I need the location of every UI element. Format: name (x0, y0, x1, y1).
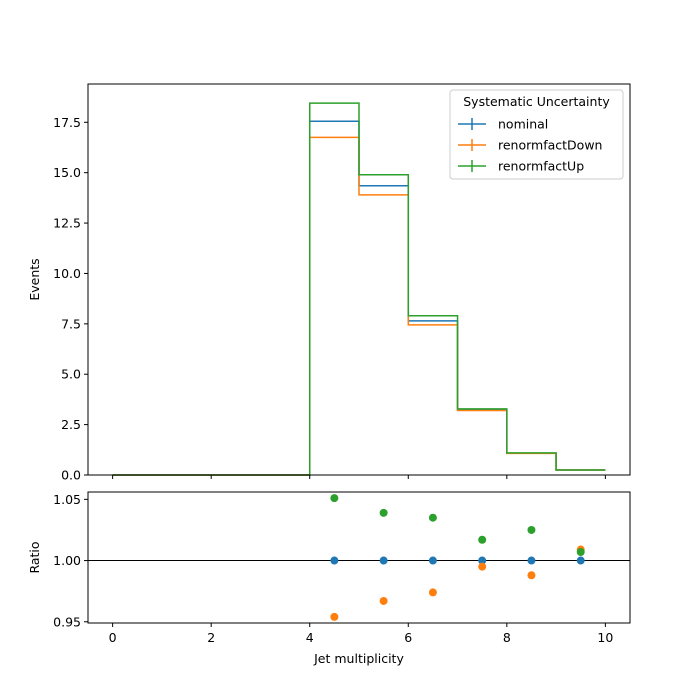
ratio-point-nominal (576, 556, 585, 565)
main-y-axis-label: Events (27, 258, 42, 300)
ratio-point-renormfactUp (527, 525, 536, 534)
main-y-tick-label: 15.0 (53, 165, 81, 180)
ratio-point-renormfactDown (330, 612, 339, 621)
ratio-y-axis-label: Ratio (27, 541, 42, 573)
ratio-y-tick-label: 0.95 (53, 614, 81, 629)
ratio-point-nominal (330, 556, 339, 565)
ratio-y-tick-label: 1.05 (53, 492, 81, 507)
x-axis-label: Jet multiplicity (313, 651, 404, 666)
ratio-plot-frame (87, 491, 631, 624)
ratio-point-nominal (379, 556, 388, 565)
ratio-y-ticks: 0.95 1.00 1.05 (53, 492, 88, 629)
legend-entry-nominal: nominal (458, 117, 548, 132)
ratio-panel: 0.95 1.00 1.05 0 2 4 6 8 10 Ratio Jet multiplic… (27, 491, 631, 666)
main-plot-frame (87, 83, 631, 476)
ratio-point-renormfactDown (428, 588, 437, 597)
legend-entries: nominal renormfactDown renormfactUp (458, 117, 602, 174)
ratio-point-renormfactDown (379, 596, 388, 605)
main-y-ticks: 0.0 2.5 5.0 7.5 10.0 12.5 15.0 17.5 (53, 115, 88, 483)
ratio-x-tick-label: 2 (207, 630, 215, 645)
legend-box (449, 89, 624, 180)
histogram-renormfactDown (112, 136, 606, 476)
ratio-y-tick-label: 1.00 (53, 553, 81, 568)
legend: Systematic Uncertainty nominal renormfact… (449, 89, 624, 180)
ratio-x-tick-label: 6 (404, 630, 412, 645)
ratio-points-group (330, 494, 585, 621)
legend-label-renormfactDown: renormfactDown (498, 138, 602, 153)
legend-entry-renormfactDown: renormfactDown (458, 138, 602, 153)
ratio-point-renormfactUp (330, 494, 339, 503)
legend-label-nominal: nominal (498, 117, 548, 132)
ratio-x-tick-label: 0 (109, 630, 117, 645)
ratio-x-tick-label: 4 (306, 630, 314, 645)
ratio-point-nominal (428, 556, 437, 565)
main-y-tick-label: 0.0 (61, 468, 81, 483)
main-y-tick-label: 17.5 (53, 115, 81, 130)
main-y-tick-label: 12.5 (53, 216, 81, 231)
main-y-tick-label: 10.0 (53, 266, 81, 281)
ratio-point-renormfactDown (527, 571, 536, 580)
ratio-x-ticks: 0 2 4 6 8 10 (109, 623, 613, 645)
ratio-x-tick-label: 10 (597, 630, 613, 645)
legend-entry-renormfactUp: renormfactUp (458, 159, 584, 174)
ratio-x-tick-label: 8 (503, 630, 511, 645)
main-y-tick-label: 5.0 (61, 367, 81, 382)
legend-label-renormfactUp: renormfactUp (498, 159, 584, 174)
ratio-point-renormfactUp (428, 513, 437, 522)
ratio-point-renormfactUp (379, 508, 388, 517)
main-y-tick-label: 7.5 (61, 316, 81, 331)
ratio-point-nominal (527, 556, 536, 565)
ratio-point-nominal (478, 556, 487, 565)
ratio-point-renormfactUp (478, 535, 487, 544)
main-y-tick-label: 2.5 (61, 417, 81, 432)
main-panel: 0.0 2.5 5.0 7.5 10.0 12.5 15.0 17.5 Events Syst… (27, 83, 631, 483)
legend-title: Systematic Uncertainty (463, 94, 610, 109)
ratio-point-renormfactUp (576, 547, 585, 556)
ratio-point-renormfactDown (478, 562, 487, 571)
main-x-ticks (112, 475, 606, 479)
